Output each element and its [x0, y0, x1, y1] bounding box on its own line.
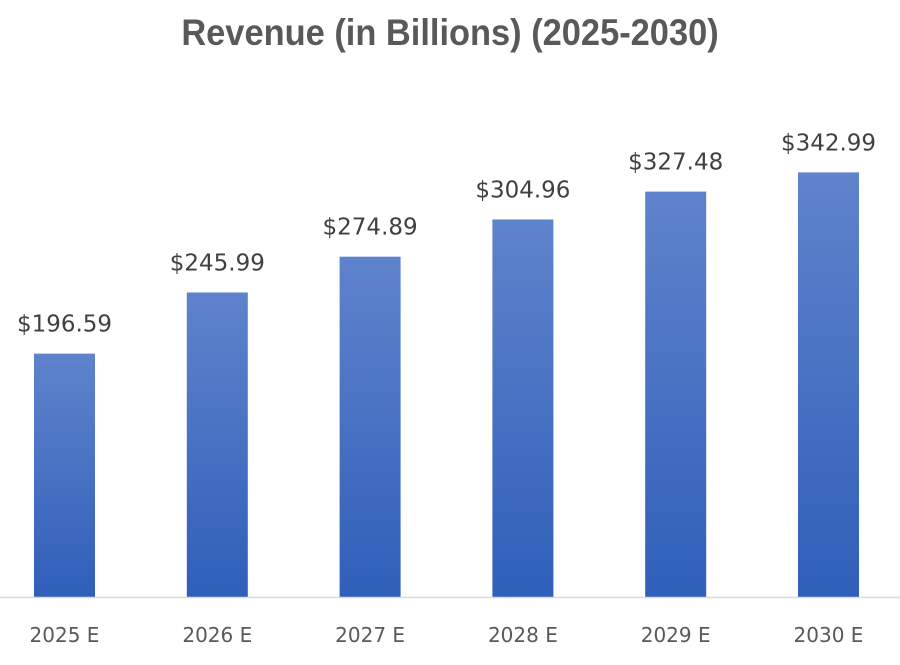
- x-tick-label: 2026 E: [182, 623, 252, 647]
- data-label: $196.59: [17, 312, 112, 338]
- data-label: $327.48: [628, 150, 723, 176]
- data-label: $304.96: [475, 177, 570, 203]
- bar-2026-e: [186, 292, 248, 597]
- bar-2030-e: [798, 172, 859, 597]
- x-tick-label: 2030 E: [794, 623, 864, 647]
- chart-title: Revenue (in Billions) (2025-2030): [181, 12, 719, 53]
- bar-2027-e: [339, 256, 401, 597]
- x-tick-label: 2025 E: [30, 623, 100, 647]
- x-tick-label: 2028 E: [488, 623, 558, 647]
- data-label: $274.89: [323, 215, 418, 241]
- x-tick-label: 2029 E: [641, 623, 711, 647]
- bar-2029-e: [645, 191, 707, 597]
- data-label: $245.99: [170, 250, 265, 276]
- x-tick-label: 2027 E: [335, 623, 405, 647]
- data-label: $342.99: [781, 130, 876, 156]
- bar-2025-e: [34, 353, 95, 597]
- bar-2028-e: [492, 219, 554, 597]
